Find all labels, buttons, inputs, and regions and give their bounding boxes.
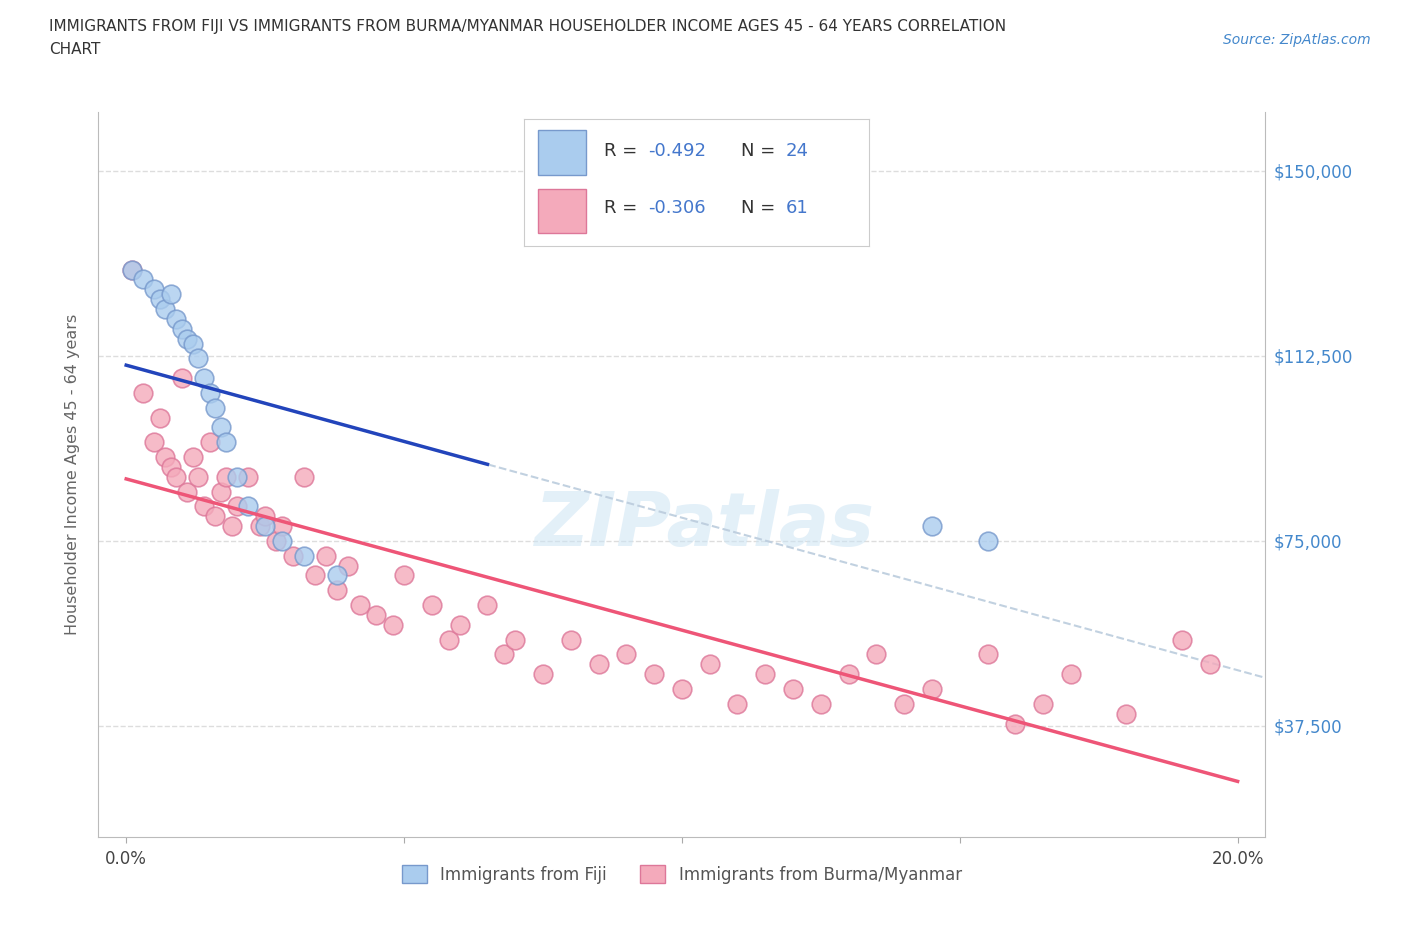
Point [976,647,998,662]
Point [209,485,232,499]
Point [1198,657,1220,671]
Point [226,470,249,485]
Point [727,697,749,711]
Point [588,657,610,671]
Point [1004,716,1026,731]
Point [921,519,943,534]
Point [148,292,170,307]
Point [477,598,499,613]
Point [165,312,187,326]
Point [838,667,860,682]
Text: Source: ZipAtlas.com: Source: ZipAtlas.com [1223,33,1371,46]
Point [614,647,637,662]
Point [893,697,915,711]
Point [221,519,243,534]
Point [148,410,170,425]
Point [143,282,166,297]
Point [270,534,292,549]
Text: IMMIGRANTS FROM FIJI VS IMMIGRANTS FROM BURMA/MYANMAR HOUSEHOLDER INCOME AGES 45: IMMIGRANTS FROM FIJI VS IMMIGRANTS FROM … [49,19,1007,33]
Point [159,459,181,474]
Point [503,632,526,647]
Point [238,498,260,513]
Point [420,598,443,613]
Point [865,647,887,662]
Point [1171,632,1194,647]
Point [699,657,721,671]
Point [181,336,204,351]
Point [176,331,198,346]
Point [143,435,166,450]
Point [254,519,277,534]
Point [181,449,204,464]
Point [132,385,155,400]
Point [643,667,665,682]
Point [254,509,277,524]
Point [204,509,226,524]
Point [238,470,260,485]
Point [292,470,315,485]
Y-axis label: Householder Income Ages 45 - 64 years: Householder Income Ages 45 - 64 years [65,313,80,635]
Point [198,435,221,450]
Point [337,558,360,573]
Point [270,519,292,534]
Point [381,618,404,632]
Point [121,262,143,277]
Point [193,498,215,513]
Point [264,534,287,549]
Legend: Immigrants from Fiji, Immigrants from Burma/Myanmar: Immigrants from Fiji, Immigrants from Bu… [395,858,969,890]
Point [187,351,209,365]
Point [326,568,349,583]
Point [187,470,209,485]
Point [153,449,176,464]
Point [449,618,471,632]
Point [392,568,415,583]
Point [215,470,238,485]
Point [437,632,460,647]
Point [121,262,143,277]
Text: ZIPatlas: ZIPatlas [536,488,876,562]
Point [249,519,271,534]
Point [159,286,181,301]
Point [810,697,832,711]
Point [349,598,371,613]
Point [782,682,804,697]
Point [176,485,198,499]
Point [921,682,943,697]
Point [209,420,232,435]
Point [1115,706,1137,721]
Point [366,607,388,622]
Point [304,568,326,583]
Point [315,549,337,564]
Point [326,583,349,598]
Point [494,647,516,662]
Point [671,682,693,697]
Point [531,667,554,682]
Point [165,470,187,485]
Point [281,549,304,564]
Point [170,321,193,336]
Point [292,549,315,564]
Point [226,498,249,513]
Text: CHART: CHART [49,42,101,57]
Point [193,371,215,386]
Point [204,400,226,415]
Point [153,301,176,316]
Point [170,371,193,386]
Point [215,435,238,450]
Point [132,272,155,286]
Point [560,632,582,647]
Point [1032,697,1054,711]
Point [1060,667,1083,682]
Point [976,534,998,549]
Point [754,667,776,682]
Point [198,385,221,400]
